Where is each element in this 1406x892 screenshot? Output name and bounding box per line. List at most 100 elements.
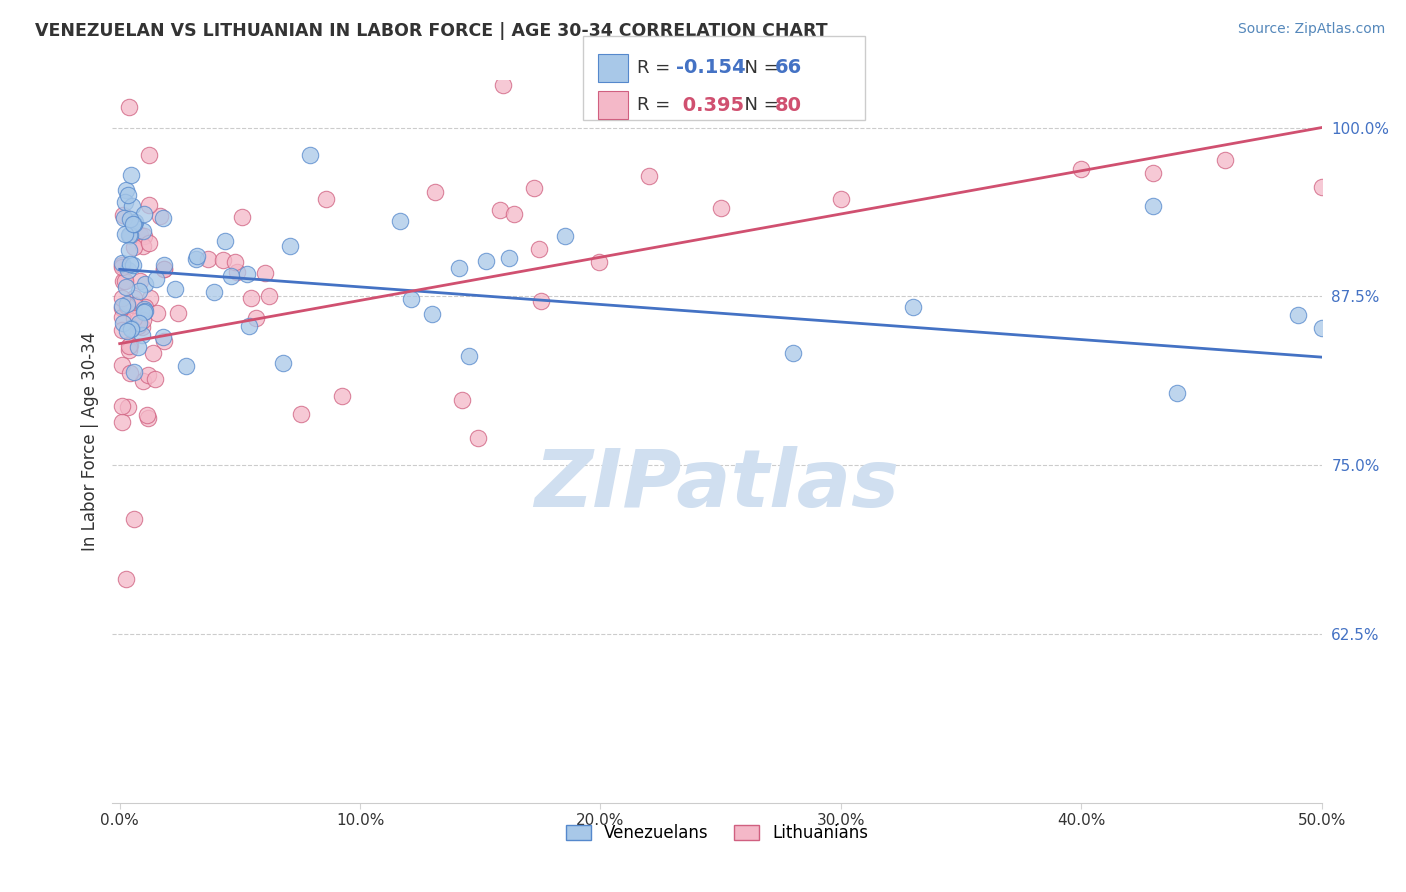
Point (1070, 162, 1092, 177)
Point (117, 263, 139, 277)
Point (467, 430, 489, 444)
Point (239, 291, 262, 305)
Point (127, 341, 149, 355)
Point (202, 285, 225, 299)
Legend: Venezuelans, Lithuanians: Venezuelans, Lithuanians (560, 817, 875, 848)
Point (529, 294, 551, 309)
Point (475, 254, 498, 268)
Point (120, 257, 142, 271)
Point (399, 293, 422, 307)
Point (710, 201, 733, 215)
Point (492, 78, 515, 93)
Point (186, 249, 208, 263)
Point (153, 261, 176, 276)
Point (1310, 179, 1333, 194)
Point (143, 372, 166, 386)
Point (153, 258, 176, 272)
Point (136, 368, 159, 382)
Point (129, 274, 152, 288)
Point (111, 323, 134, 337)
Point (152, 330, 174, 344)
Point (115, 300, 138, 314)
Text: -0.154: -0.154 (676, 58, 747, 78)
Point (278, 239, 301, 253)
Point (128, 228, 150, 243)
Point (111, 299, 134, 313)
Text: N =: N = (733, 96, 785, 114)
Y-axis label: In Labor Force | Age 30-34: In Labor Force | Age 30-34 (80, 332, 98, 551)
Point (112, 211, 135, 225)
Point (138, 198, 160, 212)
Point (111, 399, 134, 413)
Point (290, 407, 312, 421)
Point (114, 195, 136, 210)
Point (111, 258, 134, 272)
Point (124, 215, 146, 229)
Point (423, 185, 446, 199)
Point (149, 209, 172, 223)
Point (122, 240, 145, 254)
Point (637, 169, 659, 183)
Point (121, 258, 143, 272)
Point (529, 242, 551, 256)
Text: VENEZUELAN VS LITHUANIAN IN LABOR FORCE | AGE 30-34 CORRELATION CHART: VENEZUELAN VS LITHUANIAN IN LABOR FORCE … (35, 22, 828, 40)
Point (124, 217, 146, 231)
Point (134, 300, 156, 314)
Point (134, 304, 156, 318)
Point (112, 209, 135, 223)
Point (458, 349, 481, 363)
Point (588, 254, 610, 268)
Text: ZIPatlas: ZIPatlas (534, 446, 900, 524)
Point (134, 301, 156, 316)
Point (132, 374, 155, 388)
Point (224, 254, 246, 268)
Point (1142, 199, 1164, 213)
Point (1286, 308, 1309, 322)
Point (489, 202, 512, 217)
Point (388, 214, 411, 228)
Point (450, 392, 472, 407)
Point (298, 148, 321, 162)
Point (271, 356, 294, 370)
Point (184, 252, 207, 267)
Point (498, 252, 520, 266)
Point (253, 267, 276, 281)
Point (167, 305, 190, 319)
Point (132, 238, 155, 252)
Point (131, 327, 153, 342)
Point (134, 277, 156, 291)
Point (124, 297, 146, 311)
Point (901, 301, 924, 315)
Point (111, 310, 134, 324)
Point (118, 343, 141, 357)
Point (152, 211, 174, 226)
Point (124, 365, 146, 379)
Point (118, 227, 141, 242)
Text: R =: R = (637, 59, 676, 77)
Point (136, 408, 159, 422)
Point (1166, 386, 1188, 401)
Point (132, 229, 155, 244)
Point (330, 389, 353, 403)
Point (122, 311, 145, 326)
Point (122, 217, 145, 231)
Point (153, 261, 176, 276)
Point (782, 346, 804, 360)
Point (115, 297, 138, 311)
Point (165, 282, 187, 296)
Point (830, 192, 852, 206)
Point (131, 319, 153, 334)
Point (118, 100, 141, 114)
Point (115, 183, 138, 197)
Point (257, 289, 280, 303)
Point (139, 291, 162, 305)
Point (120, 211, 142, 226)
Point (127, 319, 149, 334)
Point (1215, 153, 1237, 167)
Point (136, 411, 159, 425)
Point (111, 301, 134, 316)
Point (153, 334, 176, 348)
Point (134, 207, 156, 221)
Point (120, 321, 142, 335)
Point (212, 252, 235, 267)
